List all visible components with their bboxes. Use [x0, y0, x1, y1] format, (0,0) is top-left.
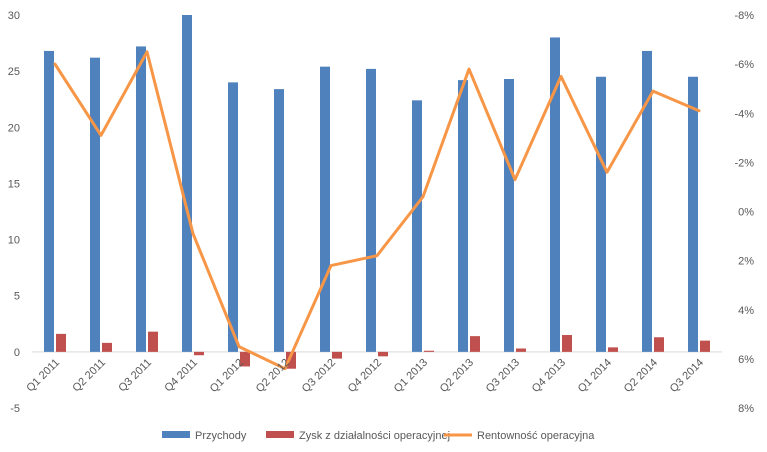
bar-zysk	[516, 348, 526, 352]
y-right-tick-label: 8%	[738, 403, 754, 415]
x-tick-label: Q3 2014	[668, 357, 706, 395]
y-left-tick-label: 20	[8, 122, 20, 134]
bar-zysk	[424, 350, 434, 352]
bar-przychody	[274, 89, 284, 352]
bar-przychody	[642, 50, 652, 352]
legend-label: Zysk z działalności operacyjnej	[299, 430, 450, 442]
bar-zysk	[102, 342, 112, 352]
bar-przychody	[504, 79, 514, 352]
y-right-tick-label: 0%	[738, 207, 754, 219]
bar-zysk	[148, 331, 158, 352]
x-tick-label: Q3 2012	[300, 357, 338, 395]
y-left-tick-label: 0	[14, 347, 20, 359]
x-tick-label: Q1 2013	[392, 357, 430, 395]
y-left-tick-label: 5	[14, 291, 20, 303]
x-tick-label: Q4 2011	[162, 357, 200, 395]
y-right-tick-label: -6%	[734, 59, 754, 71]
y-left-tick-label: -5	[10, 403, 20, 415]
bar-przychody	[90, 57, 100, 352]
legend-label: Rentowność operacyjna	[477, 430, 595, 442]
y-right-tick-label: 4%	[738, 305, 754, 317]
bar-przychody	[458, 80, 468, 352]
x-tick-label: Q4 2012	[346, 357, 384, 395]
bar-zysk	[332, 351, 342, 359]
bar-zysk	[654, 337, 664, 352]
bar-przychody	[412, 100, 422, 352]
bar-przychody	[688, 76, 698, 352]
y-left-tick-label: 30	[8, 10, 20, 22]
x-tick-label: Q1 2011	[24, 357, 62, 395]
bar-przychody	[366, 68, 376, 352]
bar-zysk	[562, 335, 572, 352]
x-tick-label: Q3 2011	[116, 357, 154, 395]
x-tick-label: Q1 2012	[208, 357, 246, 395]
y-right-tick-label: 2%	[738, 256, 754, 268]
line-layer	[53, 50, 701, 371]
bar-przychody	[320, 66, 330, 352]
x-tick-label: Q2 2014	[622, 357, 660, 395]
legend: Przychody Zysk z działalności operacyjnej…	[162, 430, 595, 442]
y-right-tick-label: -2%	[734, 157, 754, 169]
x-tick-label: Q2 2011	[70, 357, 108, 395]
legend-swatch	[266, 431, 294, 438]
legend-label: Przychody	[195, 430, 247, 442]
bar-zysk	[286, 351, 296, 369]
bar-zysk	[608, 347, 618, 352]
bar-przychody	[228, 82, 238, 352]
x-tick-label: Q1 2014	[576, 357, 614, 395]
x-tick-label: Q2 2013	[438, 357, 476, 395]
y-right-tick-label: -4%	[734, 108, 754, 120]
bar-przychody	[550, 37, 560, 352]
bar-zysk	[194, 351, 204, 356]
bar-zysk	[240, 351, 250, 367]
bar-przychody	[596, 76, 606, 352]
bar-przychody	[182, 15, 192, 352]
x-tick-label: Q4 2013	[530, 357, 568, 395]
labels-layer: Q1 2011 Q2 2011 Q3 2011 Q4 2011 Q1 2012 Q2 20…	[24, 357, 706, 395]
y-left-tick-label: 15	[8, 178, 20, 190]
legend-swatch	[162, 431, 190, 438]
bar-zysk	[56, 333, 66, 352]
y-right-tick-label: 6%	[738, 354, 754, 366]
bar-przychody	[44, 50, 54, 352]
bar-zysk	[470, 336, 480, 352]
y-left-tick-label: 25	[8, 66, 20, 78]
x-tick-label: Q3 2013	[484, 357, 522, 395]
bars-layer	[44, 15, 710, 369]
bar-przychody	[136, 46, 146, 352]
bar-zysk	[700, 340, 710, 352]
y-left-tick-label: 10	[8, 235, 20, 247]
bar-zysk	[378, 351, 388, 357]
axes-layer: -5 0 5 10 15 20 25 30 -8% -6% -4% -2% 0% 2% 4% 6% 8%	[8, 10, 754, 415]
y-right-tick-label: -8%	[734, 10, 754, 22]
